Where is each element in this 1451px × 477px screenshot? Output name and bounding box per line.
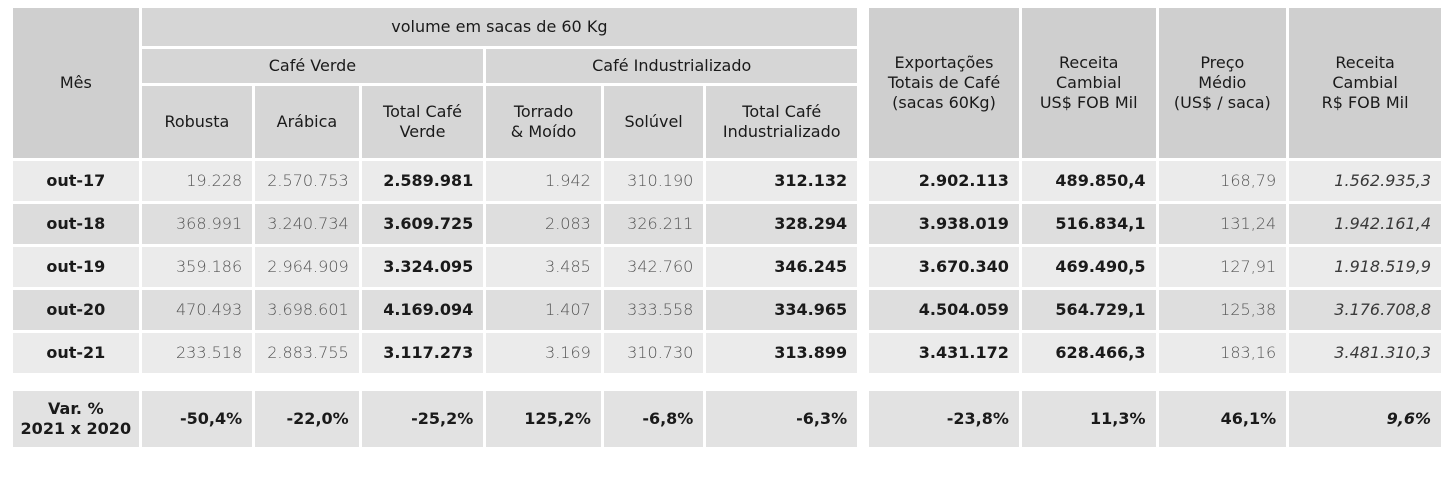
cell-total-ind: 312.132 <box>706 161 858 201</box>
var-torrado: 125,2% <box>486 391 601 447</box>
header-torrado-moido: Torrado & Moído <box>486 86 601 158</box>
variation-row: Var. % 2021 x 2020 -50,4% -22,0% -25,2% … <box>13 391 1441 447</box>
cell-torrado: 1.407 <box>486 290 601 330</box>
header-soluvel: Solúvel <box>603 86 704 158</box>
header-volume-title: volume em sacas de 60 Kg <box>141 8 858 46</box>
cell-arabica: 2.570.753 <box>255 161 359 201</box>
cell-receita-usd: 489.850,4 <box>1021 161 1156 201</box>
cell-exportacoes: 2.902.113 <box>869 161 1019 201</box>
var-robusta: -50,4% <box>141 391 253 447</box>
cell-robusta: 233.518 <box>141 333 253 373</box>
coffee-export-table-container: Mês volume em sacas de 60 Kg Exportações… <box>13 8 1441 450</box>
cell-total-verde: 4.169.094 <box>361 290 484 330</box>
cell-soluvel: 333.558 <box>603 290 704 330</box>
cell-exportacoes: 3.670.340 <box>869 247 1019 287</box>
cell-receita-usd: 628.466,3 <box>1021 333 1156 373</box>
cell-arabica: 2.964.909 <box>255 247 359 287</box>
table-row: out-18 368.991 3.240.734 3.609.725 2.083… <box>13 204 1441 244</box>
header-receita-usd: Receita Cambial US$ FOB Mil <box>1021 8 1156 158</box>
cell-total-verde: 3.117.273 <box>361 333 484 373</box>
cell-total-verde: 3.609.725 <box>361 204 484 244</box>
cell-robusta: 368.991 <box>141 204 253 244</box>
cell-preco: 127,91 <box>1158 247 1287 287</box>
header-cafe-verde: Café Verde <box>141 49 484 83</box>
cell-preco: 168,79 <box>1158 161 1287 201</box>
var-preco: 46,1% <box>1158 391 1287 447</box>
cell-preco: 131,24 <box>1158 204 1287 244</box>
row-month: out-19 <box>13 247 139 287</box>
cell-total-verde: 2.589.981 <box>361 161 484 201</box>
header-preco-medio: Preço Médio (US$ / saca) <box>1158 8 1287 158</box>
header-exportacoes: Exportações Totais de Café (sacas 60Kg) <box>869 8 1019 158</box>
cell-exportacoes: 3.431.172 <box>869 333 1019 373</box>
cell-total-verde: 3.324.095 <box>361 247 484 287</box>
var-total-ind: -6,3% <box>706 391 858 447</box>
row-month: out-20 <box>13 290 139 330</box>
cell-robusta: 470.493 <box>141 290 253 330</box>
var-total-verde: -25,2% <box>361 391 484 447</box>
cell-receita-brl: 1.942.161,4 <box>1289 204 1441 244</box>
cell-preco: 125,38 <box>1158 290 1287 330</box>
row-month: out-21 <box>13 333 139 373</box>
cell-arabica: 2.883.755 <box>255 333 359 373</box>
table-row: out-19 359.186 2.964.909 3.324.095 3.485… <box>13 247 1441 287</box>
cell-receita-brl: 3.481.310,3 <box>1289 333 1441 373</box>
header-mes: Mês <box>13 8 139 158</box>
row-month: out-17 <box>13 161 139 201</box>
cell-soluvel: 310.190 <box>603 161 704 201</box>
variation-label: Var. % 2021 x 2020 <box>13 391 139 447</box>
var-arabica: -22,0% <box>255 391 359 447</box>
header-receita-brl: Receita Cambial R$ FOB Mil <box>1289 8 1441 158</box>
coffee-export-table: Mês volume em sacas de 60 Kg Exportações… <box>10 5 1444 450</box>
cell-soluvel: 310.730 <box>603 333 704 373</box>
cell-total-ind: 334.965 <box>706 290 858 330</box>
cell-receita-usd: 516.834,1 <box>1021 204 1156 244</box>
cell-receita-brl: 3.176.708,8 <box>1289 290 1441 330</box>
header-cafe-industrializado: Café Industrializado <box>486 49 858 83</box>
header-total-industrializado: Total Café Industrializado <box>706 86 858 158</box>
header-total-cafe-verde: Total Café Verde <box>361 86 484 158</box>
table-row: out-17 19.228 2.570.753 2.589.981 1.942 … <box>13 161 1441 201</box>
cell-arabica: 3.240.734 <box>255 204 359 244</box>
cell-preco: 183,16 <box>1158 333 1287 373</box>
cell-receita-brl: 1.918.519,9 <box>1289 247 1441 287</box>
row-month: out-18 <box>13 204 139 244</box>
cell-total-ind: 313.899 <box>706 333 858 373</box>
cell-torrado: 1.942 <box>486 161 601 201</box>
header-arabica: Arábica <box>255 86 359 158</box>
var-receita-brl: 9,6% <box>1289 391 1441 447</box>
cell-torrado: 3.485 <box>486 247 601 287</box>
cell-receita-brl: 1.562.935,3 <box>1289 161 1441 201</box>
table-row: out-21 233.518 2.883.755 3.117.273 3.169… <box>13 333 1441 373</box>
cell-torrado: 2.083 <box>486 204 601 244</box>
var-receita-usd: 11,3% <box>1021 391 1156 447</box>
cell-exportacoes: 4.504.059 <box>869 290 1019 330</box>
cell-robusta: 359.186 <box>141 247 253 287</box>
cell-soluvel: 342.760 <box>603 247 704 287</box>
header-robusta: Robusta <box>141 86 253 158</box>
cell-robusta: 19.228 <box>141 161 253 201</box>
cell-receita-usd: 564.729,1 <box>1021 290 1156 330</box>
cell-soluvel: 326.211 <box>603 204 704 244</box>
cell-torrado: 3.169 <box>486 333 601 373</box>
cell-exportacoes: 3.938.019 <box>869 204 1019 244</box>
var-exportacoes: -23,8% <box>869 391 1019 447</box>
cell-arabica: 3.698.601 <box>255 290 359 330</box>
cell-total-ind: 346.245 <box>706 247 858 287</box>
cell-total-ind: 328.294 <box>706 204 858 244</box>
cell-receita-usd: 469.490,5 <box>1021 247 1156 287</box>
var-soluvel: -6,8% <box>603 391 704 447</box>
table-row: out-20 470.493 3.698.601 4.169.094 1.407… <box>13 290 1441 330</box>
